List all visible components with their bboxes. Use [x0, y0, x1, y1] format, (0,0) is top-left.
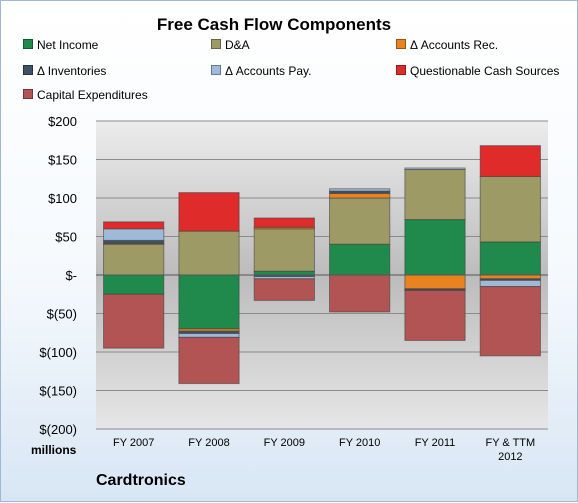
bar-segment: [178, 192, 240, 232]
legend-swatch: [211, 65, 221, 75]
bar-segment: [103, 243, 165, 276]
legend-swatch: [23, 89, 33, 99]
bar-segment: [253, 228, 315, 272]
bar-segment: [479, 279, 541, 288]
legend-label: Δ Accounts Pay.: [225, 64, 312, 78]
y-tick-label: $200: [48, 114, 77, 129]
bar-segment: [329, 243, 391, 276]
bar-segment: [479, 286, 541, 357]
bar-segment: [404, 274, 466, 290]
x-tick-label: FY 2008: [188, 437, 229, 449]
bar-segment: [404, 289, 466, 341]
bar-segment: [329, 188, 391, 192]
bar-segment: [329, 274, 391, 313]
y-tick-label: $(100): [39, 345, 77, 360]
legend-label: D&A: [225, 38, 250, 52]
bar-segment: [103, 293, 165, 349]
bar-segment: [178, 333, 240, 338]
x-tick-label: FY & TTM: [485, 437, 535, 449]
bar-segment: [479, 145, 541, 177]
bar-segment: [479, 175, 541, 243]
bar-segment: [178, 336, 240, 385]
legend-swatch: [211, 39, 221, 49]
legend-item: Net Income: [23, 38, 98, 52]
bar-segment: [103, 221, 165, 230]
legend-item: Capital Expenditures: [23, 88, 148, 102]
bar-segment: [329, 192, 391, 199]
legend-swatch: [23, 65, 33, 75]
bar-segment: [479, 241, 541, 276]
legend-item: Δ Accounts Rec.: [396, 38, 498, 52]
bar-segment: [178, 274, 240, 330]
y-tick-label: $-: [65, 268, 77, 283]
company-label: Cardtronics: [96, 472, 186, 489]
y-tick-label: $50: [55, 230, 77, 245]
x-tick-label: FY 2011: [415, 437, 456, 449]
legend-label: Net Income: [37, 38, 99, 52]
chart-title: Free Cash Flow Components: [156, 15, 392, 34]
y-tick-label: $150: [48, 153, 77, 168]
bar-segment: [404, 219, 466, 276]
bar-segment: [178, 230, 240, 276]
unit-label: millions: [31, 443, 77, 457]
legend-swatch: [396, 39, 406, 49]
bar-segment: [329, 197, 391, 245]
bar-segment: [253, 270, 315, 276]
bar-segment: [253, 278, 315, 301]
bar-segment: [253, 217, 315, 228]
x-tick-label: 2012: [498, 451, 522, 463]
legend-swatch: [23, 39, 33, 49]
legend-label: Δ Accounts Rec.: [410, 38, 499, 52]
legend-swatch: [396, 65, 406, 75]
y-tick-label: $100: [48, 191, 77, 206]
y-tick-label: $(200): [39, 422, 77, 437]
bar-segment: [404, 169, 466, 221]
legend-item: D&A: [211, 38, 250, 52]
x-tick-label: FY 2009: [264, 437, 305, 449]
legend-label: Questionable Cash Sources: [410, 64, 560, 78]
legend-label: Capital Expenditures: [37, 88, 148, 102]
legend-item: Δ Accounts Pay.: [211, 64, 312, 78]
bar-segment: [479, 274, 541, 280]
legend-label: Δ Inventories: [37, 64, 107, 78]
x-tick-label: FY 2007: [113, 437, 154, 449]
legend-item: Δ Inventories: [23, 64, 106, 78]
legend-item: Questionable Cash Sources: [396, 64, 559, 78]
bar-segment: [103, 228, 165, 241]
bar-segment: [404, 167, 466, 171]
x-tick-label: FY 2010: [339, 437, 380, 449]
bar-segment: [103, 274, 165, 295]
y-tick-label: $(150): [39, 384, 77, 399]
y-tick-label: $(50): [47, 307, 77, 322]
